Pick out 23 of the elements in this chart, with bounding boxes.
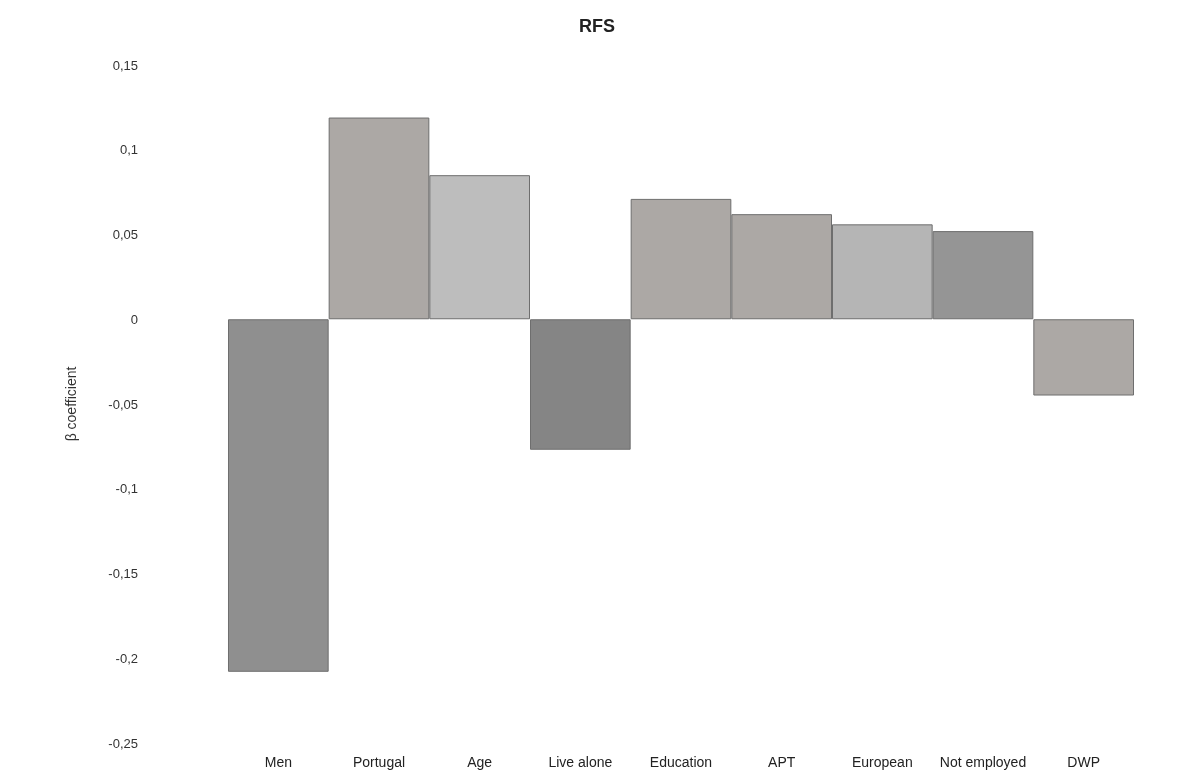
- y-tick-label: -0,25: [108, 735, 138, 751]
- x-tick-label: Education: [649, 754, 713, 770]
- y-tick-label: 0,1: [119, 142, 138, 158]
- x-tick-label: European: [851, 754, 913, 770]
- x-tick-label: Age: [467, 754, 493, 770]
- y-tick-label: 0,05: [112, 227, 138, 242]
- y-tick-label: 0: [130, 311, 138, 327]
- x-tick-label: Men: [264, 754, 292, 770]
- bar: [530, 319, 631, 450]
- y-tick-label: 0,15: [112, 57, 138, 73]
- y-tick-label: -0,2: [115, 650, 138, 666]
- x-tick-label: Live alone: [548, 754, 613, 770]
- bar: [1033, 319, 1134, 396]
- x-tick-label: DWP: [1067, 754, 1100, 770]
- x-tick-label: Not employed: [939, 754, 1027, 770]
- x-tick-label: APT: [768, 754, 796, 770]
- y-axis-title: β coefficient: [63, 366, 79, 442]
- y-tick-label: -0,05: [108, 396, 138, 412]
- x-tick-label: Portugal: [352, 754, 406, 770]
- bar: [228, 319, 329, 672]
- y-tick-label: -0,1: [115, 481, 138, 497]
- chart-title: RFS: [579, 16, 615, 36]
- y-tick-label: -0,15: [108, 566, 138, 581]
